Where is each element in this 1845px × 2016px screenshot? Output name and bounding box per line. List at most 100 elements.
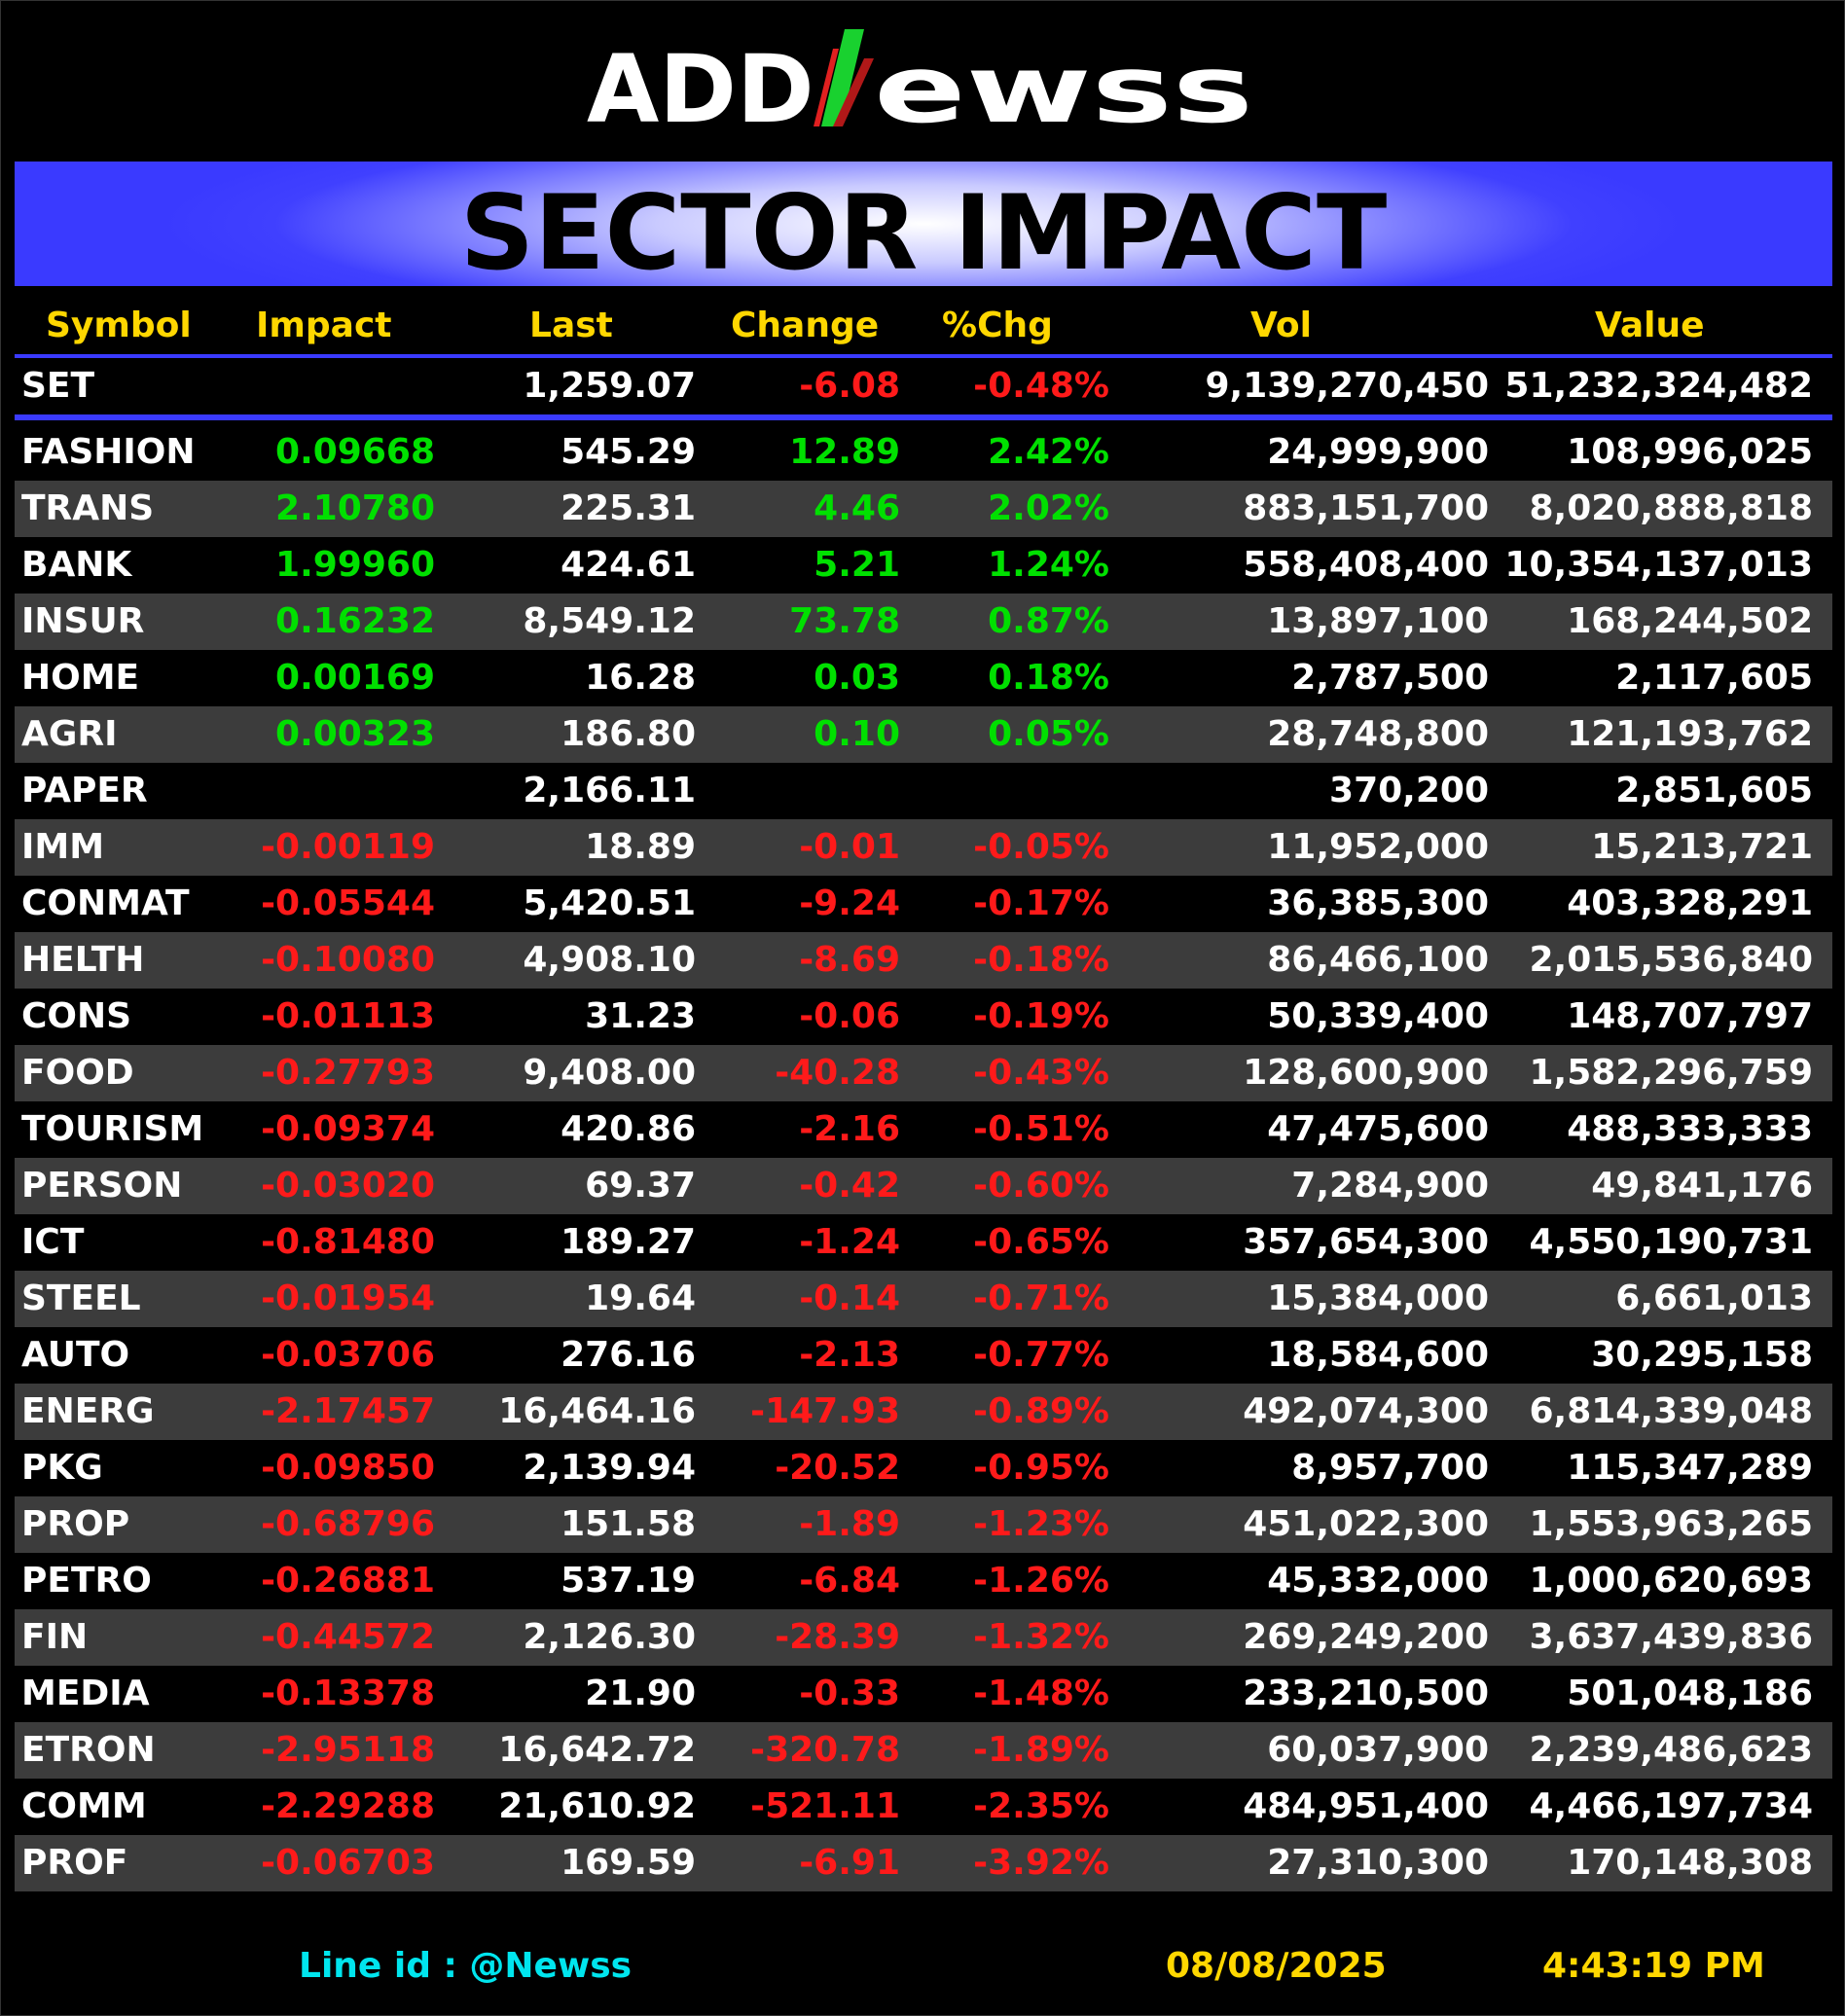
row-value: 49,841,176 (1591, 1166, 1813, 1206)
row-change: -1.89 (799, 1504, 900, 1544)
row-symbol: PROF (21, 1843, 128, 1883)
row-symbol: AGRI (21, 714, 118, 754)
row-last: 16,642.72 (498, 1730, 696, 1770)
row-vol: 45,332,000 (1267, 1561, 1489, 1601)
row-value: 168,244,502 (1567, 601, 1813, 641)
row-symbol: FOOD (21, 1053, 134, 1093)
row-value: 2,117,605 (1615, 658, 1813, 698)
row-vol: 50,339,400 (1267, 996, 1489, 1036)
header-value: Value (1595, 306, 1705, 345)
header-divider (15, 354, 1832, 358)
row-last: 276.16 (561, 1335, 696, 1375)
row-last: 16.28 (585, 658, 696, 698)
title-banner: SECTOR IMPACT (15, 162, 1832, 293)
row-impact: -0.01113 (261, 996, 435, 1036)
sector-table: Symbol Impact Last Change %Chg Vol Value… (15, 298, 1832, 1891)
row-last: 2,126.30 (523, 1617, 696, 1657)
row-change: -20.52 (775, 1448, 900, 1488)
row-last: 2,139.94 (523, 1448, 696, 1488)
row-impact: -0.05544 (261, 883, 435, 923)
row-change: -521.11 (750, 1786, 900, 1826)
row-symbol: ENERG (21, 1391, 155, 1431)
row-symbol: CONMAT (21, 883, 190, 923)
row-value: 2,851,605 (1615, 771, 1813, 810)
header-impact: Impact (256, 306, 392, 345)
row-pct: -1.26% (973, 1561, 1109, 1601)
row-pct: -2.35% (973, 1786, 1109, 1826)
row-value: 10,354,137,013 (1504, 545, 1813, 585)
row-change: -9.24 (799, 883, 900, 923)
row-vol: 36,385,300 (1267, 883, 1489, 923)
row-impact: -0.03706 (261, 1335, 435, 1375)
logo-text-add: ADD (587, 35, 814, 144)
row-last: 9,408.00 (523, 1053, 696, 1093)
row-last: 31.23 (585, 996, 696, 1036)
row-change: 0.03 (814, 658, 900, 698)
row-impact: 0.09668 (275, 432, 435, 472)
row-change: 4.46 (814, 488, 900, 528)
row-value: 6,661,013 (1615, 1278, 1813, 1318)
row-change: -40.28 (775, 1053, 900, 1093)
index-divider (15, 414, 1832, 420)
row-symbol: PAPER (21, 771, 148, 810)
row-vol: 28,748,800 (1267, 714, 1489, 754)
table-row: TRANS 2.10780 225.31 4.46 2.02% 883,151,700 8,… (15, 481, 1832, 537)
row-symbol: ICT (21, 1222, 85, 1262)
table-row: PAPER 2,166.11 370,200 2,851,605 (15, 763, 1832, 819)
table-row: FASHION 0.09668 545.29 12.89 2.42% 24,999,900… (15, 424, 1832, 481)
row-pct: -1.89% (973, 1730, 1109, 1770)
row-symbol: AUTO (21, 1335, 130, 1375)
row-vol: 492,074,300 (1243, 1391, 1489, 1431)
table-row: HOME 0.00169 16.28 0.03 0.18% 2,787,500 2,117,… (15, 650, 1832, 706)
row-last: 186.80 (561, 714, 696, 754)
row-symbol: HELTH (21, 940, 145, 980)
row-vol: 27,310,300 (1267, 1843, 1489, 1883)
row-value: 15,213,721 (1591, 827, 1813, 867)
table-header: Symbol Impact Last Change %Chg Vol Value (15, 298, 1832, 354)
row-value: 403,328,291 (1567, 883, 1813, 923)
row-pct: 1.24% (988, 545, 1109, 585)
row-value: 148,707,797 (1567, 996, 1813, 1036)
row-last: 537.19 (561, 1561, 696, 1601)
row-impact: -0.06703 (261, 1843, 435, 1883)
row-vol: 15,384,000 (1267, 1278, 1489, 1318)
table-row: COMM -2.29288 21,610.92 -521.11 -2.35% 484,95… (15, 1779, 1832, 1835)
table-row: PERSON -0.03020 69.37 -0.42 -0.60% 7,284,900 4… (15, 1158, 1832, 1214)
row-change: -0.42 (799, 1166, 900, 1206)
row-pct: 0.18% (988, 658, 1109, 698)
row-last: 69.37 (585, 1166, 696, 1206)
table-row: IMM -0.00119 18.89 -0.01 -0.05% 11,952,000 15,… (15, 819, 1832, 876)
row-pct: -0.17% (973, 883, 1109, 923)
row-impact: -0.26881 (261, 1561, 435, 1601)
row-value: 488,333,333 (1567, 1109, 1813, 1149)
row-pct: -0.60% (973, 1166, 1109, 1206)
row-change: -0.33 (799, 1674, 900, 1713)
row-change: -0.14 (799, 1278, 900, 1318)
row-change: -2.16 (799, 1109, 900, 1149)
table-row: CONMAT -0.05544 5,420.51 -9.24 -0.17% 36,385,… (15, 876, 1832, 932)
row-pct: -0.51% (973, 1109, 1109, 1149)
index-symbol: SET (21, 366, 95, 406)
row-vol: 13,897,100 (1267, 601, 1489, 641)
row-change: -6.84 (799, 1561, 900, 1601)
footer-time: 4:43:19 PM (1542, 1946, 1765, 1986)
row-impact: -0.27793 (261, 1053, 435, 1093)
row-last: 8,549.12 (523, 601, 696, 641)
row-change: -1.24 (799, 1222, 900, 1262)
table-row: AGRI 0.00323 186.80 0.10 0.05% 28,748,800 121,… (15, 706, 1832, 763)
table-row: PETRO -0.26881 537.19 -6.84 -1.26% 45,332,000… (15, 1553, 1832, 1609)
row-last: 169.59 (561, 1843, 696, 1883)
row-last: 151.58 (561, 1504, 696, 1544)
row-pct: -0.77% (973, 1335, 1109, 1375)
index-row-set: SET 1,259.07 -6.08 -0.48% 9,139,270,450 … (15, 358, 1832, 414)
row-value: 1,582,296,759 (1529, 1053, 1813, 1093)
index-pct: -0.48% (973, 366, 1109, 406)
row-pct: -0.43% (973, 1053, 1109, 1093)
table-row: PROF -0.06703 169.59 -6.91 -3.92% 27,310,300 1… (15, 1835, 1832, 1891)
row-pct: -0.19% (973, 996, 1109, 1036)
table-row: BANK 1.99960 424.61 5.21 1.24% 558,408,400 10,… (15, 537, 1832, 594)
row-vol: 128,600,900 (1243, 1053, 1489, 1093)
row-impact: -0.09374 (261, 1109, 435, 1149)
table-row: MEDIA -0.13378 21.90 -0.33 -1.48% 233,210,500… (15, 1666, 1832, 1722)
row-symbol: IMM (21, 827, 105, 867)
